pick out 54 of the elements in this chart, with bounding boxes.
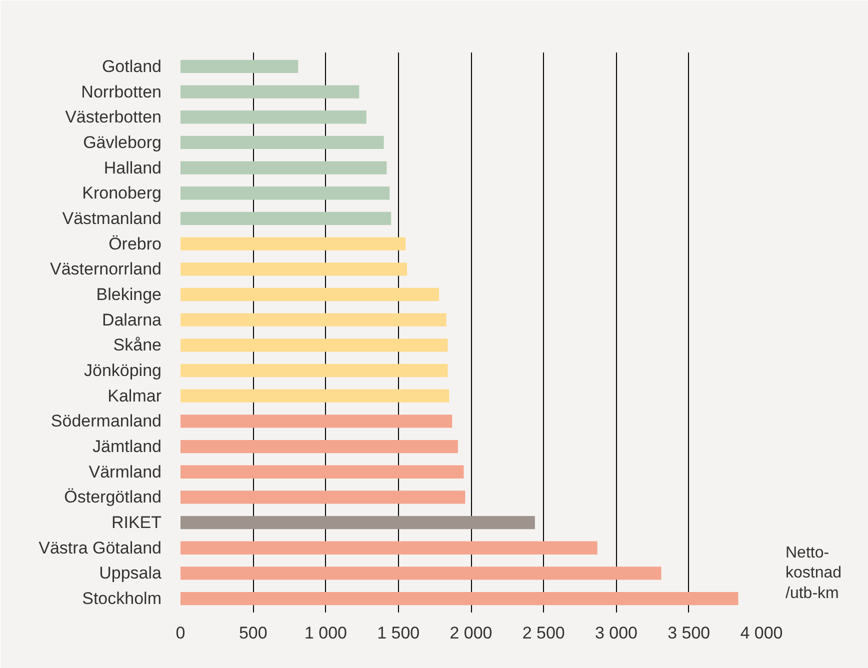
bar — [180, 541, 598, 554]
bar — [180, 338, 448, 352]
x-tick-label: 4 000 — [740, 624, 783, 642]
y-tick-label: Dalarna — [102, 310, 162, 330]
y-tick-label: Södermanland — [50, 412, 162, 431]
y-tick-label: Gävleborg — [83, 132, 162, 152]
x-tick-label: 2 000 — [450, 624, 492, 642]
y-tick-label: Stockholm — [82, 589, 162, 608]
y-tick-label: Västra Götaland — [38, 538, 162, 558]
bar — [180, 186, 390, 200]
y-tick-label: Gotland — [102, 56, 162, 76]
bar — [180, 110, 366, 124]
y-tick-label: Kalmar — [108, 386, 162, 406]
y-tick-label: Östergötland — [64, 488, 162, 507]
y-tick-label: Uppsala — [99, 564, 162, 583]
bar — [180, 440, 458, 454]
bar — [180, 313, 446, 326]
bar — [180, 414, 452, 428]
bar — [180, 490, 466, 504]
bar — [180, 592, 738, 606]
bar — [180, 212, 392, 226]
y-tick-label: Västmanland — [62, 208, 162, 228]
x-tick-label: 3 000 — [594, 624, 638, 642]
bar — [180, 364, 448, 378]
y-tick-label: Örebro — [108, 234, 162, 254]
bar — [180, 85, 360, 98]
bar — [180, 516, 535, 530]
y-tick-label: Halland — [104, 158, 162, 178]
x-tick-label: 1 000 — [304, 624, 348, 642]
x-tick-label: 1 500 — [377, 624, 420, 642]
y-tick-label: Blekinge — [96, 284, 162, 304]
bar — [180, 60, 298, 74]
x-tick-label: 0 — [176, 624, 186, 642]
y-tick-label: Jönköping — [84, 361, 162, 380]
bar — [180, 288, 440, 302]
y-tick-label: Jämtland — [92, 437, 162, 456]
x-tick-label: 2 500 — [522, 624, 565, 642]
x-tick-label: 500 — [238, 624, 268, 642]
bar — [180, 566, 662, 580]
y-tick-label: Norrbotten — [81, 82, 162, 102]
bar — [180, 262, 408, 276]
bar — [180, 465, 464, 478]
bar — [180, 237, 406, 250]
y-tick-label: Värmland — [88, 462, 162, 482]
x-tick-label: 3 500 — [668, 624, 710, 642]
bar — [180, 161, 387, 174]
y-tick-label: Skåne — [113, 336, 162, 355]
bar — [180, 389, 450, 402]
y-tick-label: RIKET — [111, 513, 162, 532]
x-axis-title: Netto- kostnad /utb-km — [786, 544, 842, 602]
y-tick-label: Kronoberg — [82, 184, 162, 203]
bar — [180, 136, 384, 150]
y-tick-label: Västerbotten — [65, 108, 162, 127]
y-tick-label: Västernorrland — [50, 260, 162, 279]
